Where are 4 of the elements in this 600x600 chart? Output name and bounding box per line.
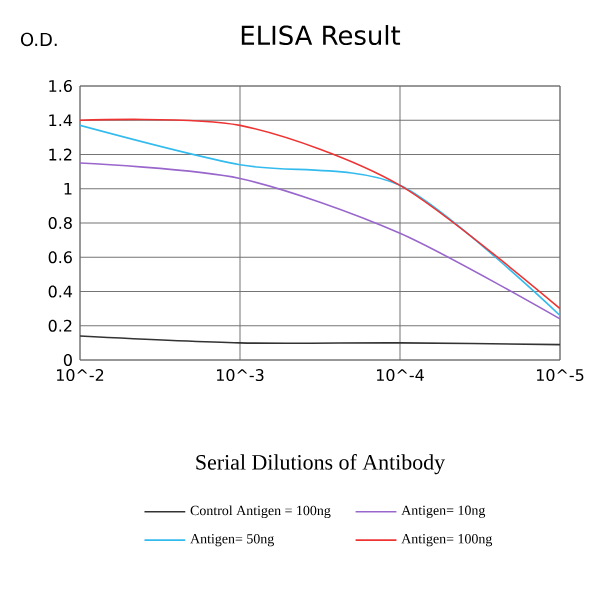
x-axis-title: Serial Dilutions of Antibody — [196, 454, 446, 475]
chart-title: ELISA Result — [241, 25, 401, 46]
line-series — [80, 162, 560, 320]
y-axis-title: O.D. — [20, 32, 57, 47]
